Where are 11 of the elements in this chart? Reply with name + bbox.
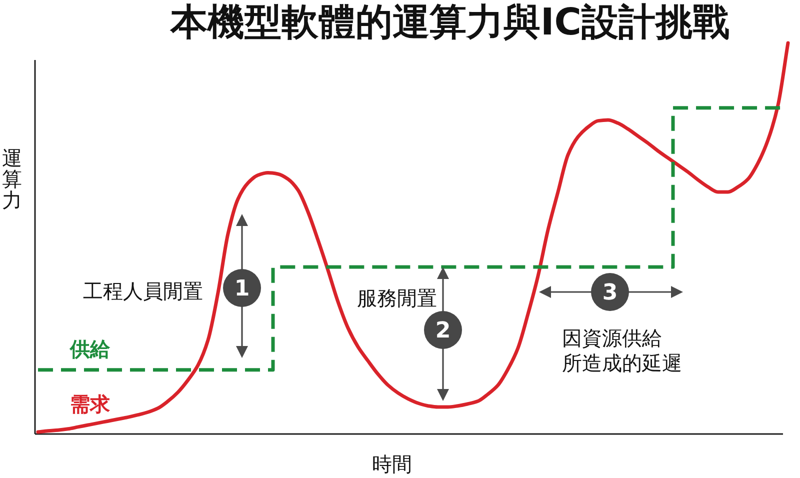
annotation: 因資源供給所造成的延遲 — [562, 326, 682, 375]
annotation: 3 — [602, 280, 618, 306]
annotation: 1 — [234, 276, 250, 302]
annotation: 2 — [435, 318, 451, 344]
chart-title: 本機型軟體的運算力與IC設計挑戰 — [170, 0, 730, 44]
series-label: 供給 — [69, 336, 111, 361]
y-axis-title: 運算力 — [2, 146, 22, 212]
series-label: 需求 — [70, 392, 111, 416]
annotation: 服務閒置 — [357, 286, 437, 310]
x-axis-title: 時間 — [372, 452, 412, 476]
annotation: 工程人員閒置 — [83, 279, 203, 303]
